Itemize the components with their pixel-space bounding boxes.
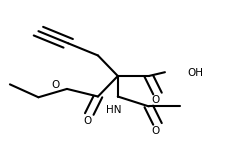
Text: O: O	[83, 116, 92, 126]
Text: O: O	[152, 95, 160, 105]
Text: O: O	[51, 80, 59, 90]
Text: O: O	[152, 126, 160, 136]
Text: HN: HN	[106, 105, 121, 115]
Text: OH: OH	[187, 68, 203, 78]
